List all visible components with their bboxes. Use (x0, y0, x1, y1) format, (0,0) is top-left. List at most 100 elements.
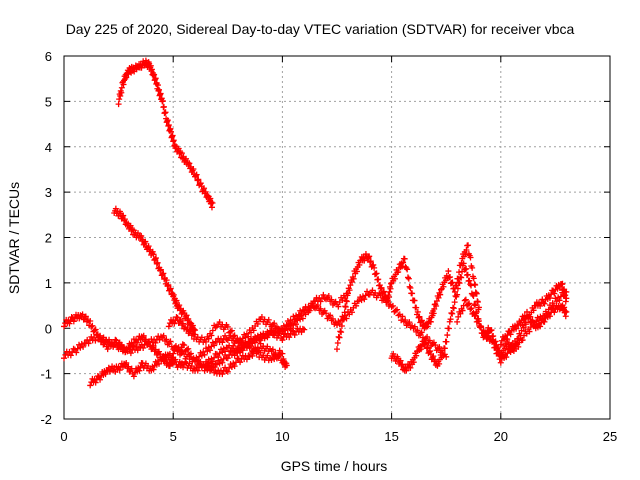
data-point (344, 290, 351, 297)
data-point (418, 317, 425, 324)
data-point (190, 165, 197, 172)
data-point (362, 292, 369, 299)
data-point (338, 329, 345, 336)
data-point (450, 305, 457, 312)
data-point (463, 265, 470, 272)
data-point (414, 327, 421, 334)
data-point (190, 326, 197, 333)
data-point (430, 353, 437, 360)
data-point (213, 361, 220, 368)
data-point (151, 71, 158, 78)
series-arc-g (334, 242, 482, 353)
data-point (187, 327, 194, 334)
data-point (80, 343, 87, 350)
data-point (317, 298, 324, 305)
data-point (219, 339, 226, 346)
data-point (475, 317, 482, 324)
data-point (207, 367, 214, 374)
data-point (160, 358, 167, 365)
data-point (189, 322, 196, 329)
ticks: 0 5 10 15 20 25 -2 -1 0 1 2 3 4 5 6 (40, 49, 617, 444)
data-point (79, 311, 86, 318)
data-point (222, 348, 229, 355)
data-point (243, 342, 250, 349)
data-point (504, 332, 511, 339)
data-point (418, 346, 425, 353)
data-point (120, 212, 127, 219)
data-point (202, 364, 209, 371)
data-point (454, 285, 461, 292)
data-point (403, 265, 410, 272)
data-point (201, 367, 208, 374)
data-point (85, 340, 92, 347)
data-point (164, 282, 171, 289)
data-point (241, 343, 248, 350)
data-point (288, 320, 295, 327)
data-point (485, 332, 492, 339)
data-point (130, 373, 137, 380)
data-point (445, 325, 452, 332)
data-point (209, 358, 216, 365)
data-point (204, 360, 211, 367)
series-arc-i (454, 280, 570, 366)
series-arc-c (87, 340, 290, 389)
data-point (121, 216, 128, 223)
series-arc-b (61, 311, 177, 370)
data-point (341, 309, 348, 316)
data-point (451, 299, 458, 306)
data-point (411, 323, 418, 330)
data-point (183, 312, 190, 319)
data-point (265, 316, 272, 323)
data-point (73, 349, 80, 356)
data-point (294, 315, 301, 322)
data-point (153, 255, 160, 262)
data-point (228, 327, 235, 334)
data-point (224, 355, 231, 362)
data-point (353, 268, 360, 275)
data-point (208, 343, 215, 350)
data-point (563, 308, 570, 315)
x-tick-label: 10 (275, 429, 289, 444)
data-point (138, 232, 145, 239)
data-point (102, 338, 109, 345)
data-point (154, 259, 161, 266)
data-point (455, 313, 462, 320)
grid (64, 56, 610, 419)
data-point (474, 298, 481, 305)
data-point (394, 306, 401, 313)
data-point (153, 260, 160, 267)
data-point (271, 320, 278, 327)
data-point (415, 314, 422, 321)
data-point (409, 290, 416, 297)
data-point (454, 291, 461, 298)
data-point (337, 328, 344, 335)
data-point (541, 318, 548, 325)
data-point (67, 352, 74, 359)
data-point (424, 323, 431, 330)
data-point (367, 258, 374, 265)
data-point (407, 364, 414, 371)
data-point (551, 290, 558, 297)
data-point (279, 326, 286, 333)
data-point (463, 246, 470, 253)
data-point (529, 317, 536, 324)
data-point (237, 359, 244, 366)
data-point (129, 342, 136, 349)
data-point (335, 333, 342, 340)
data-point (458, 274, 465, 281)
data-point (447, 273, 454, 280)
data-point (469, 291, 476, 298)
data-point (378, 284, 385, 291)
data-point (504, 350, 511, 357)
data-point (174, 314, 181, 321)
data-point (334, 339, 341, 346)
data-point (562, 292, 569, 299)
data-point (480, 327, 487, 334)
data-point (208, 332, 215, 339)
x-tick-label: 0 (60, 429, 67, 444)
data-point (127, 222, 134, 229)
data-point (537, 303, 544, 310)
chart-title: Day 225 of 2020, Sidereal Day-to-day VTE… (66, 21, 575, 37)
data-point (170, 291, 177, 298)
data-point (219, 371, 226, 378)
